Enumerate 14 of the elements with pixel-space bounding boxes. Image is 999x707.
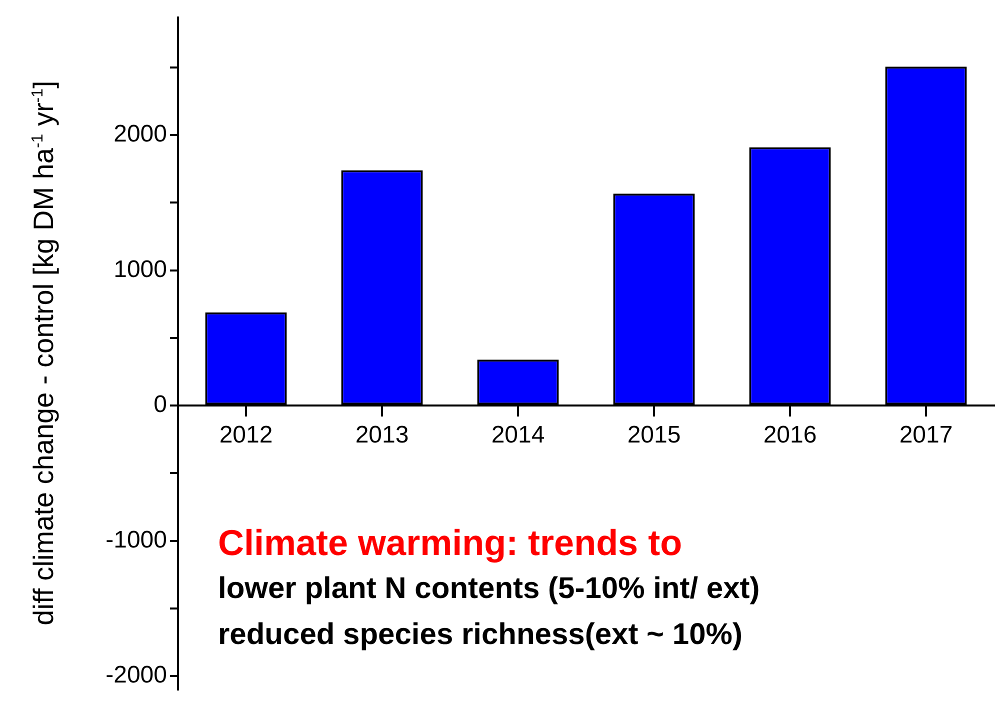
x-tick-label: 2013 [355, 422, 409, 449]
y-tick-label: 1000 [114, 256, 167, 283]
y-tick-label: -2000 [106, 662, 167, 689]
x-tick-label: 2015 [627, 422, 681, 449]
x-tick-label: 2014 [491, 422, 545, 449]
x-tick-label: 2016 [763, 422, 817, 449]
y-tick-label: 2000 [114, 120, 167, 148]
x-tick-label: 2012 [219, 422, 273, 449]
annotation: reduced species richness(ext ~ 10%) [218, 617, 744, 653]
annotation: Climate warming: trends to [218, 521, 684, 565]
y-tick-label: 0 [154, 391, 167, 418]
x-tick-label: 2017 [899, 422, 953, 449]
y-tick-label: -1000 [106, 526, 167, 554]
annotation: lower plant N contents (5-10% int/ ext) [218, 571, 760, 607]
